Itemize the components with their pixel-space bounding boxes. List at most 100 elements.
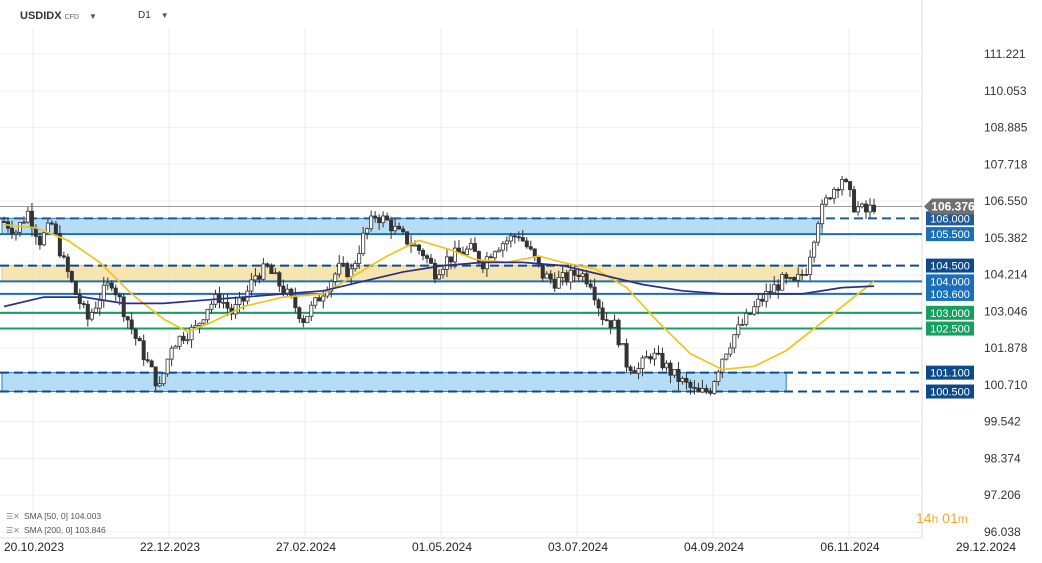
candle-body xyxy=(189,326,194,341)
candle-body xyxy=(580,273,585,277)
y-tick-label: 103.046 xyxy=(984,304,1028,318)
candle-body xyxy=(121,296,126,318)
timeframe-selector[interactable]: D1 ▼ xyxy=(138,10,169,21)
candle-body xyxy=(261,263,266,280)
candle-body xyxy=(49,222,54,225)
candle-body xyxy=(2,221,7,223)
candle-body xyxy=(836,188,841,191)
indicator-legend-sma50[interactable]: ☰✕ SMA [50, 0] 104.003 xyxy=(6,511,101,521)
y-tick-label: 110.053 xyxy=(984,84,1027,98)
candle-body xyxy=(628,366,633,372)
candle-body xyxy=(205,308,210,321)
candle-body xyxy=(201,319,206,324)
candle-body xyxy=(137,338,142,342)
candle-body xyxy=(604,319,609,322)
candle-body xyxy=(524,240,529,248)
candle-body xyxy=(109,282,114,289)
candle-body xyxy=(385,215,390,221)
candle-body xyxy=(872,204,877,212)
candle-body xyxy=(321,295,326,302)
level-label: 105.500 xyxy=(930,229,970,241)
timer-minutes: 01 xyxy=(942,510,958,526)
candle-body xyxy=(421,249,426,257)
y-tick-label: 101.878 xyxy=(984,341,1028,355)
y-tick-label: 107.718 xyxy=(984,157,1028,171)
candle-body xyxy=(608,320,613,328)
candle-body xyxy=(660,353,665,369)
candle-body xyxy=(61,255,66,258)
candle-body xyxy=(600,307,605,321)
candle-body xyxy=(860,203,865,208)
indicator-name: SMA [50, 0] xyxy=(24,511,68,521)
candle-body xyxy=(349,268,354,278)
candle-body xyxy=(676,369,681,382)
level-label: 101.100 xyxy=(930,368,970,380)
candle-body xyxy=(381,215,386,224)
y-tick-label: 105.382 xyxy=(984,231,1028,245)
candle-body xyxy=(464,248,469,256)
candle-body xyxy=(440,268,445,276)
x-tick-label: 29.12.2024 xyxy=(956,540,1016,554)
candle-body xyxy=(800,273,805,276)
candle-body xyxy=(768,291,773,293)
settings-close-icon[interactable]: ☰✕ xyxy=(6,511,20,521)
candle-body xyxy=(181,335,186,341)
timer-hours-unit: h xyxy=(931,512,939,526)
candle-body xyxy=(305,315,310,324)
level-label: 106.000 xyxy=(930,213,970,225)
candle-body xyxy=(560,272,565,278)
current-price-label: 106.376 xyxy=(931,200,975,214)
level-label: 103.000 xyxy=(930,308,970,320)
candle-body xyxy=(105,282,110,286)
candle-body xyxy=(169,347,174,360)
candle-body xyxy=(225,301,230,309)
candle-body xyxy=(652,352,657,360)
candle-body xyxy=(824,197,829,205)
level-label-box xyxy=(926,286,974,301)
indicator-value: 104.003 xyxy=(70,511,102,521)
y-tick-label: 106.550 xyxy=(984,194,1028,208)
candle-body xyxy=(476,251,481,263)
candle-body xyxy=(740,323,745,326)
symbol-selector[interactable]: USDIDX CFD ▼ xyxy=(20,10,97,22)
candle-body xyxy=(492,251,497,259)
y-tick-label: 99.542 xyxy=(984,415,1021,429)
candle-body xyxy=(141,340,146,361)
candle-body xyxy=(848,181,853,191)
candle-body xyxy=(153,366,158,387)
candle-body xyxy=(556,277,561,289)
candle-body xyxy=(712,381,717,394)
chevron-down-icon[interactable]: ▼ xyxy=(88,12,97,21)
candle-body xyxy=(77,294,82,304)
indicator-legend-sma200[interactable]: ☰✕ SMA [200, 0] 103.846 xyxy=(6,525,106,535)
level-label-box xyxy=(926,211,974,226)
candle-body xyxy=(433,262,438,280)
zone-box xyxy=(1,265,803,282)
level-label: 102.500 xyxy=(930,324,970,336)
level-label-box xyxy=(926,321,974,336)
chevron-down-icon[interactable]: ▼ xyxy=(160,11,169,20)
candle-body xyxy=(624,343,629,368)
candle-body xyxy=(720,358,725,373)
candle-body xyxy=(692,387,697,389)
level-label-box xyxy=(926,258,974,273)
x-tick-label: 04.09.2024 xyxy=(684,540,744,554)
candle-body xyxy=(596,299,601,309)
candle-body xyxy=(117,294,122,298)
candle-body xyxy=(25,210,30,223)
candle-body xyxy=(640,357,645,369)
settings-close-icon[interactable]: ☰✕ xyxy=(6,525,20,535)
sma200-line xyxy=(3,261,875,308)
candle-body xyxy=(81,303,86,305)
candle-body xyxy=(572,269,577,276)
y-tick-label: 104.214 xyxy=(984,268,1028,282)
candle-body xyxy=(752,306,757,315)
candle-body xyxy=(680,377,685,382)
candle-body xyxy=(329,281,334,292)
x-tick-label: 27.02.2024 xyxy=(276,540,336,554)
candle-body xyxy=(684,377,689,383)
candle-body xyxy=(185,339,190,342)
candles-group xyxy=(2,175,877,396)
level-label-box xyxy=(926,365,974,380)
